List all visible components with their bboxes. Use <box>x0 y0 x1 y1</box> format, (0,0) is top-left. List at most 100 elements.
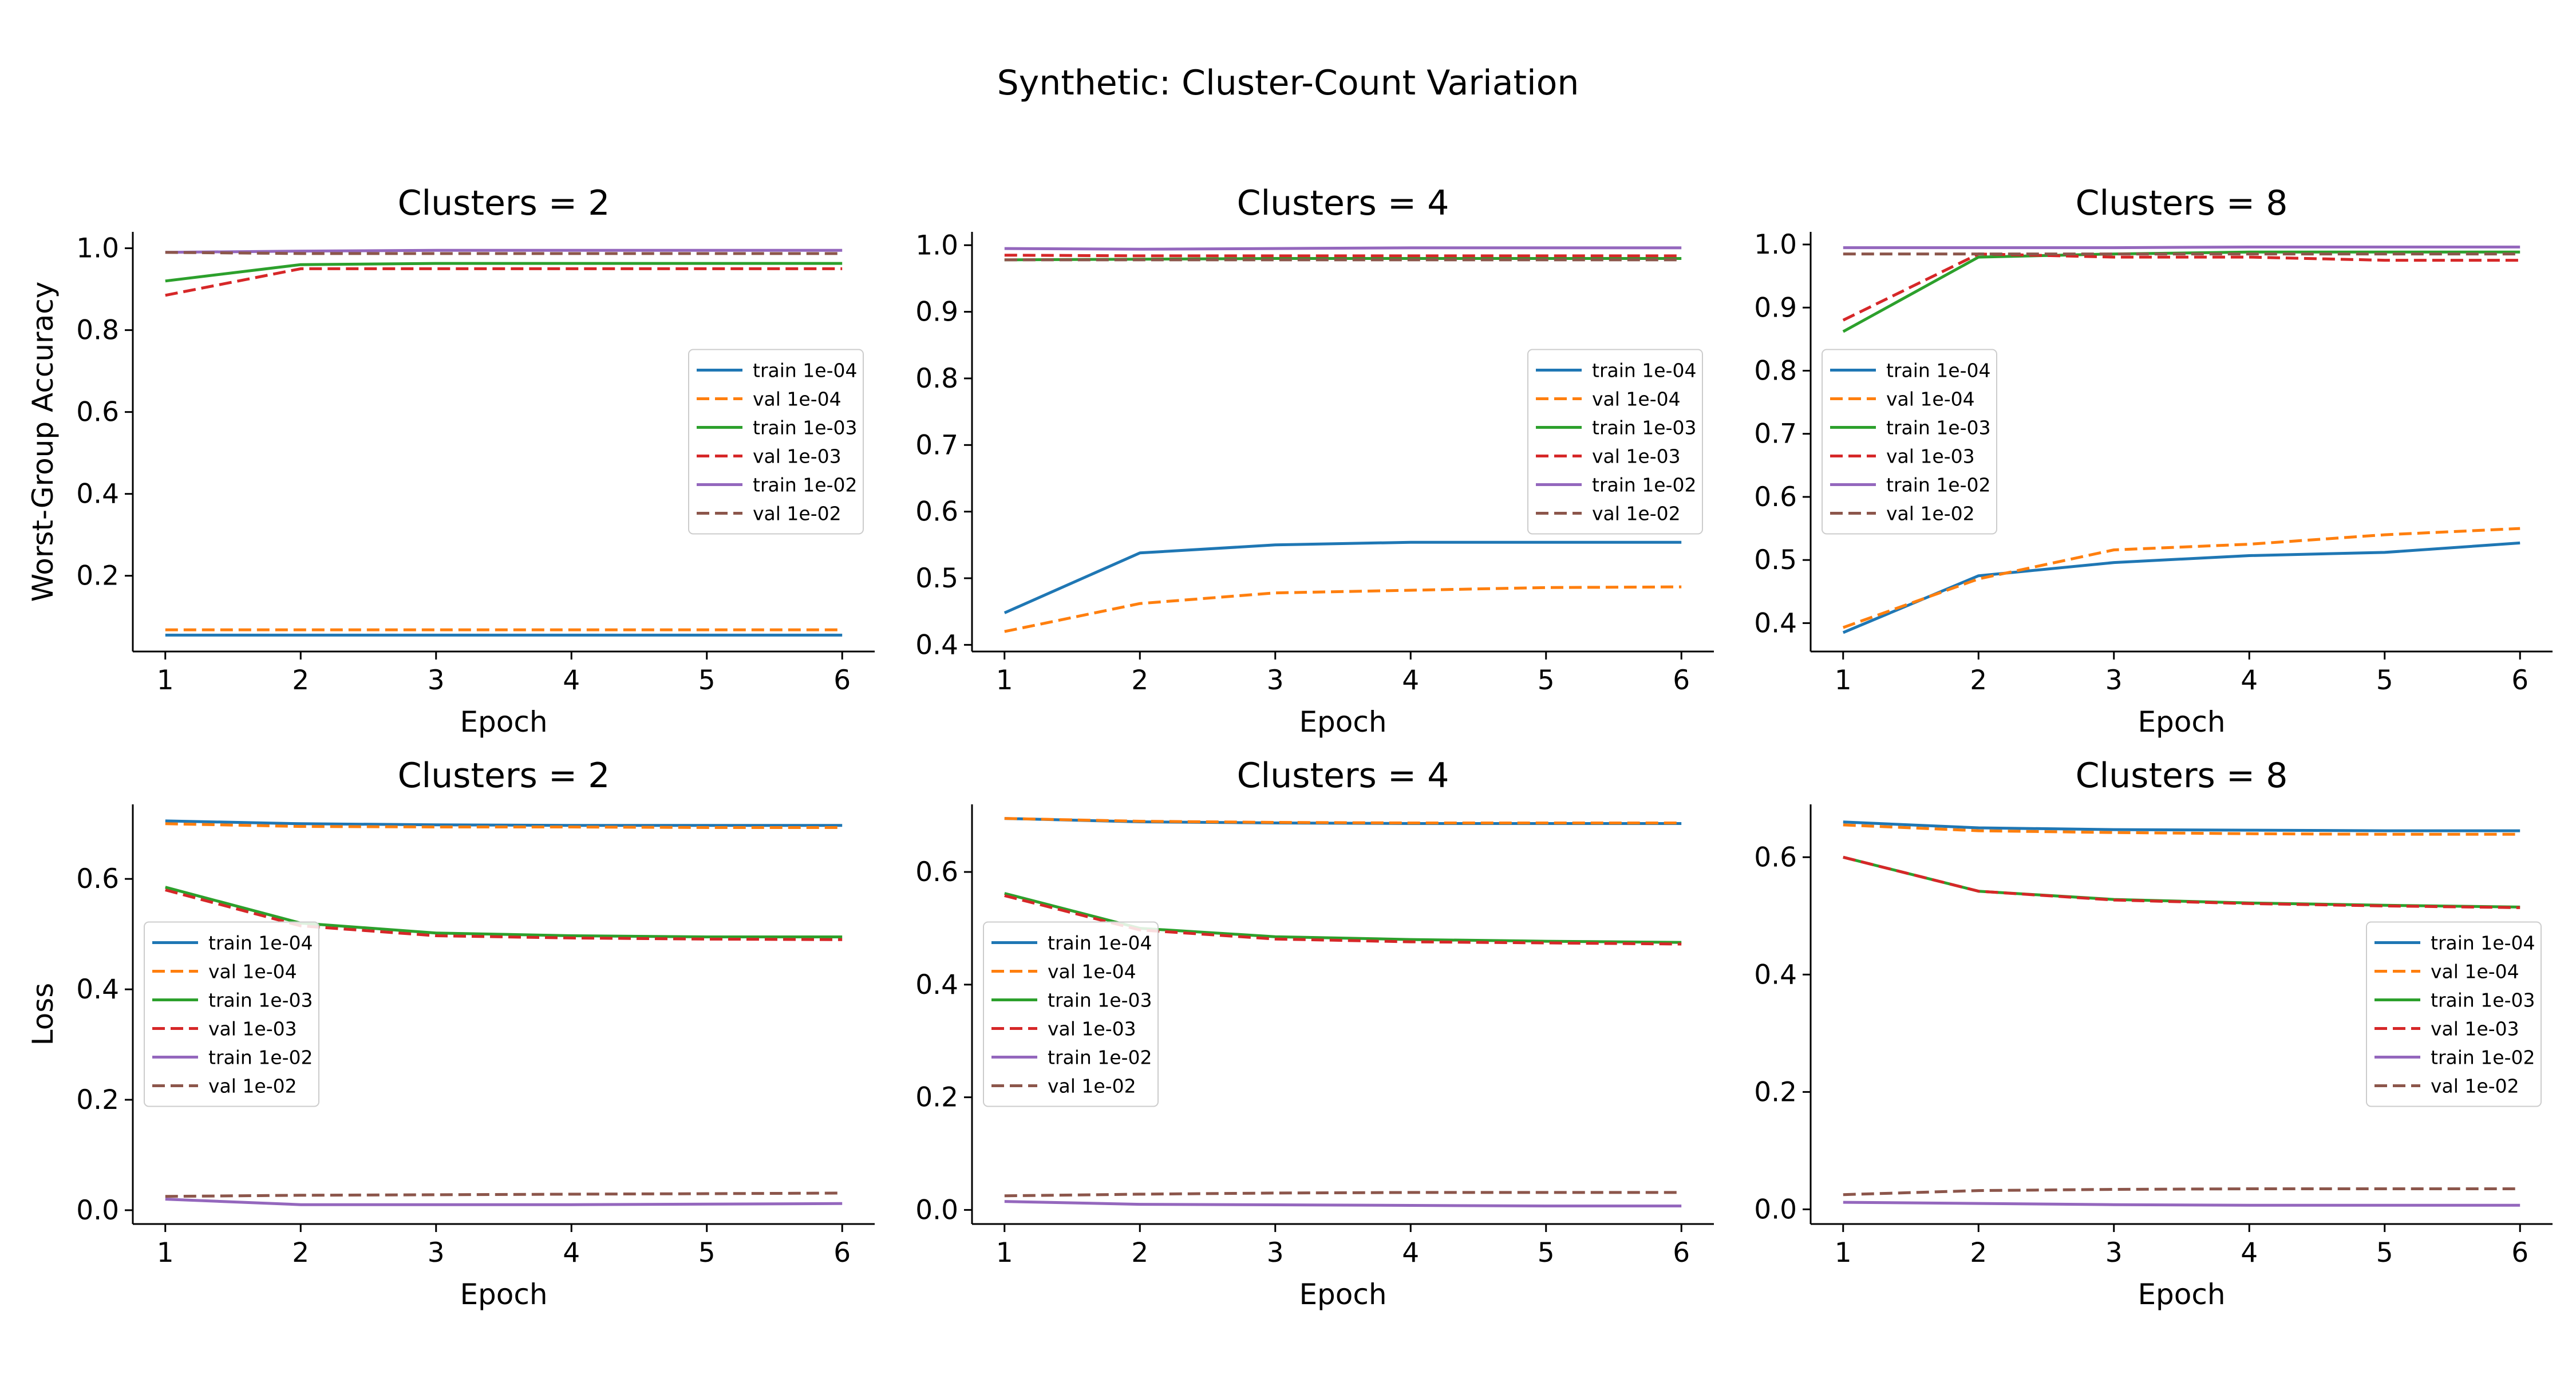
y-tick-label: 0.9 <box>915 297 958 328</box>
subplot-title: Clusters = 8 <box>2076 183 2288 223</box>
y-tick-label: 0.4 <box>915 969 958 1001</box>
subplot-title: Clusters = 8 <box>2076 756 2288 796</box>
legend-label: val 1e-02 <box>1048 1075 1136 1097</box>
y-tick-label: 0.2 <box>76 1084 119 1116</box>
x-tick-label: 5 <box>698 1237 716 1269</box>
legend-label: train 1e-03 <box>208 989 313 1012</box>
x-tick-label: 1 <box>157 665 174 696</box>
figure-suptitle: Synthetic: Cluster-Count Variation <box>997 63 1579 103</box>
legend: train 1e-04 val 1e-04 train 1e-03 val 1e-03… <box>1822 349 1997 535</box>
series-line-train-1e-02 <box>165 1198 843 1206</box>
series-line-train-1e-03 <box>1842 250 2520 333</box>
x-tick-label: 2 <box>1131 1237 1148 1269</box>
x-tick-label: 6 <box>2511 665 2528 696</box>
y-tick-label: 0.7 <box>915 429 958 461</box>
subplot-3: Clusters = 8 1 2 3 4 5 6 0.4 0.5 0.6 0.7 0.8 0.9 1.0 E… <box>1754 183 2553 739</box>
legend-label: val 1e-04 <box>1886 388 1975 410</box>
legend-label: train 1e-04 <box>1048 932 1152 954</box>
legend-label: val 1e-03 <box>1592 445 1681 468</box>
x-tick-label: 6 <box>2511 1237 2528 1269</box>
legend-label: train 1e-03 <box>753 417 858 439</box>
series-group <box>165 248 843 637</box>
legend-label: train 1e-03 <box>1048 989 1152 1012</box>
legend-label: val 1e-02 <box>208 1075 297 1097</box>
legend: train 1e-04 val 1e-04 train 1e-03 val 1e-03… <box>688 349 864 535</box>
legend-label: train 1e-04 <box>2431 932 2535 954</box>
legend-label: val 1e-04 <box>2431 961 2519 983</box>
y-tick-label: 0.4 <box>76 974 119 1005</box>
x-tick-label: 4 <box>563 665 580 696</box>
y-tick-label: 0.6 <box>1754 842 1797 873</box>
legend-label: train 1e-03 <box>1592 417 1697 439</box>
x-tick-label: 3 <box>2105 665 2123 696</box>
x-tick-label: 4 <box>2241 665 2258 696</box>
legend-label: val 1e-02 <box>2431 1075 2519 1097</box>
legend-label: val 1e-02 <box>1592 503 1681 525</box>
y-tick-label: 0.4 <box>915 629 958 661</box>
legend-label: val 1e-02 <box>1886 503 1975 525</box>
x-tick-label: 1 <box>1835 665 1852 696</box>
x-tick-label: 3 <box>1267 665 1284 696</box>
subplot-6: Clusters = 8 1 2 3 4 5 6 0.0 0.2 0.4 0.6 Epoch train… <box>1754 756 2553 1311</box>
x-tick-label: 6 <box>833 1237 851 1269</box>
legend: train 1e-04 val 1e-04 train 1e-03 val 1e-03… <box>144 921 319 1107</box>
y-tick-label: 1.0 <box>1754 229 1797 260</box>
legend-label: train 1e-04 <box>208 932 313 954</box>
series-line-train-1e-04 <box>165 819 843 827</box>
legend-label: val 1e-03 <box>208 1018 297 1040</box>
y-tick-label: 0.2 <box>76 560 119 592</box>
y-tick-label: 0.5 <box>1754 544 1797 576</box>
x-axis-label: Epoch <box>2138 1278 2225 1311</box>
legend-frame <box>983 921 1159 1107</box>
x-tick-label: 1 <box>996 1237 1013 1269</box>
y-tick-label: 0.9 <box>1754 292 1797 323</box>
legend-label: train 1e-02 <box>1886 474 1991 496</box>
x-tick-label: 4 <box>1402 665 1419 696</box>
legend-label: train 1e-04 <box>1886 360 1991 382</box>
series-line-val-1e-03 <box>1843 855 2520 909</box>
legend-label: val 1e-04 <box>1048 961 1136 983</box>
legend-label: val 1e-03 <box>753 445 841 468</box>
y-tick-label: 0.6 <box>915 856 958 888</box>
series-line-val-1e-02 <box>165 1191 843 1198</box>
x-tick-label: 1 <box>157 1237 174 1269</box>
y-tick-label: 0.0 <box>1754 1194 1797 1225</box>
subplot-title: Clusters = 4 <box>1237 756 1449 796</box>
series-line-train-1e-04 <box>1003 540 1682 614</box>
series-line-train-1e-02 <box>165 248 843 254</box>
series-line-val-1e-04 <box>1843 823 2520 836</box>
series-line-train-1e-03 <box>165 886 843 938</box>
y-tick-label: 0.6 <box>76 863 119 895</box>
legend-label: val 1e-04 <box>1592 388 1681 410</box>
x-tick-label: 6 <box>1673 1237 1690 1269</box>
series-line-val-1e-04 <box>165 822 843 829</box>
x-tick-label: 2 <box>292 665 309 696</box>
y-tick-label: 0.6 <box>1754 481 1797 513</box>
series-line-val-1e-03 <box>1004 254 1682 258</box>
subplot-title: Clusters = 4 <box>1237 183 1449 223</box>
legend-label: val 1e-04 <box>753 388 841 410</box>
legend-label: train 1e-03 <box>2431 989 2535 1012</box>
series-line-val-1e-04 <box>1842 527 2520 629</box>
x-axis-label: Epoch <box>1299 705 1386 739</box>
series-group <box>1004 817 1682 1207</box>
legend-label: val 1e-03 <box>1048 1018 1136 1040</box>
series-line-val-1e-02 <box>165 251 843 255</box>
x-tick-label: 2 <box>1970 665 1987 696</box>
series-line-val-1e-02 <box>1004 1191 1682 1198</box>
y-tick-label: 0.8 <box>1754 355 1797 386</box>
legend-label: val 1e-04 <box>208 961 297 983</box>
legend-label: train 1e-02 <box>2431 1047 2535 1069</box>
legend-label: train 1e-02 <box>1048 1047 1152 1069</box>
legend-frame <box>688 349 864 535</box>
x-tick-label: 2 <box>1970 1237 1987 1269</box>
legend-label: val 1e-02 <box>753 503 841 525</box>
x-axis-label: Epoch <box>460 1278 547 1311</box>
x-axis-label: Epoch <box>1299 1278 1386 1311</box>
series-line-val-1e-04 <box>1004 817 1682 824</box>
legend-frame <box>144 921 319 1107</box>
legend-label: train 1e-04 <box>753 360 858 382</box>
legend-label: train 1e-02 <box>1592 474 1697 496</box>
series-line-val-1e-03 <box>1842 252 2520 322</box>
